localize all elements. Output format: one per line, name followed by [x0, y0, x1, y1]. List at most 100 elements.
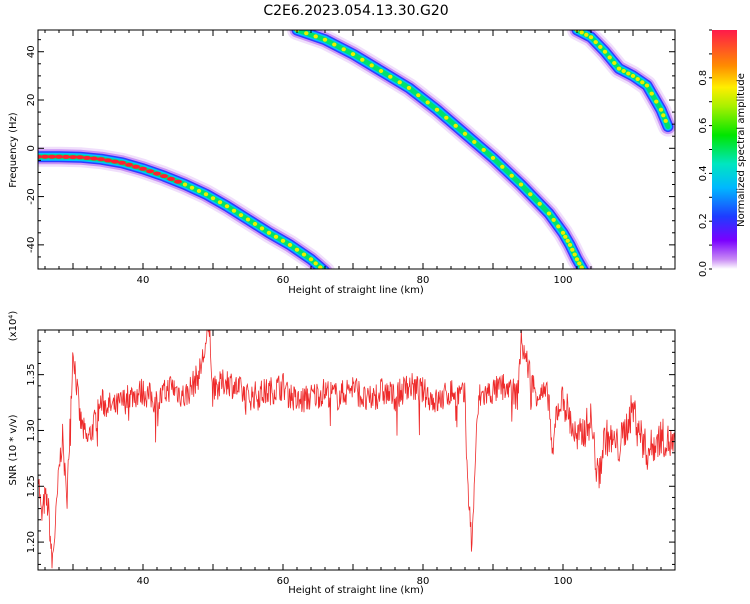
spectrogram-axes: 40 60 80 100 40 20 0 -20 -40 — [26, 30, 676, 286]
ridge-peak — [406, 85, 412, 90]
ridge-peak — [556, 224, 561, 229]
ridge-peak — [69, 155, 77, 160]
ridge-peak — [644, 83, 650, 88]
ridge-peak — [551, 217, 556, 222]
ridge-peak — [104, 158, 112, 163]
ridge-peak — [294, 247, 300, 252]
ridge-band-1 — [289, 30, 592, 269]
snr-panel: 40 60 80 100 1.20 1.25 1.30 1.35 Height of stra… — [8, 311, 676, 596]
y-tick-label: 1.35 — [26, 364, 37, 386]
ridge-peak — [490, 155, 496, 160]
colorbar-tick-label: 0.4 — [698, 165, 709, 181]
ridge-peak — [572, 252, 577, 257]
ridge-peak — [62, 154, 70, 159]
ridge-peak — [661, 113, 666, 118]
ridge-peak — [616, 66, 622, 71]
colorbar-tick-label: 0.0 — [698, 261, 709, 277]
ridge-peak — [444, 115, 449, 120]
ridge-peak — [570, 247, 575, 252]
spectrogram-ylabel: Frequency (Hz) — [8, 112, 19, 188]
ridge-peak — [388, 74, 393, 79]
ridge-peak — [584, 32, 589, 37]
ridge-peak — [598, 44, 603, 49]
ridge-peak — [640, 80, 645, 85]
ridge-peak — [273, 234, 279, 239]
ridge-peak — [231, 208, 237, 213]
colorbar-label: Normalized spectral amplitude — [736, 73, 747, 227]
ridge-peak — [546, 211, 552, 216]
snr-frame — [37, 329, 676, 571]
ridge-peak — [360, 57, 365, 62]
ridge-peak — [341, 47, 346, 52]
y-tick-label: 1.20 — [26, 531, 37, 553]
ridge-peak — [90, 156, 98, 161]
ridge-peak — [97, 157, 105, 162]
y-tick-label: 1.30 — [26, 419, 37, 441]
ridge-peak — [132, 164, 140, 169]
ridge-peak — [189, 185, 195, 190]
ridge-peak — [462, 131, 468, 136]
x-tick-label: 60 — [277, 576, 290, 587]
spectrogram-panel: 40 60 80 100 40 20 0 -20 -40 Height of straight … — [8, 29, 676, 296]
ridge-peak — [125, 162, 133, 167]
y-tick-label: 20 — [26, 94, 37, 107]
y-tick-label: -20 — [26, 188, 37, 204]
ridge-peak — [332, 42, 337, 47]
spectrogram-frame — [37, 29, 676, 270]
x-tick-label: 100 — [553, 576, 572, 587]
x-tick-label: 40 — [137, 576, 150, 587]
snr-axes: 40 60 80 100 1.20 1.25 1.30 1.35 — [26, 329, 676, 587]
ridge-peak — [593, 40, 598, 45]
ridge-peak — [350, 52, 356, 57]
figure-title: C2E6.2023.054.13.30.G20 — [263, 3, 448, 19]
colorbar-gradient — [712, 30, 737, 269]
ridge-peak — [378, 69, 384, 73]
ridge-peak — [397, 80, 402, 85]
ridge-peak — [153, 171, 161, 176]
ridge-peak — [425, 100, 430, 105]
ridge-peak — [259, 226, 265, 231]
ridge-peak — [83, 155, 91, 160]
ridge-peak — [588, 35, 594, 40]
ridge-peak — [626, 71, 631, 76]
ridge-peak — [500, 164, 505, 169]
ridge-band-2 — [574, 30, 671, 130]
ridge-peak — [649, 91, 654, 96]
ridge-peak — [203, 192, 209, 197]
ridge-peak — [509, 173, 514, 178]
ridge-peak — [76, 155, 84, 160]
ridge-peak — [304, 31, 309, 36]
ridge-peak — [167, 176, 175, 181]
ridge-peak — [287, 242, 293, 247]
ridge-peak — [635, 77, 640, 82]
ridge-band-1 — [293, 30, 588, 269]
ridge-peak — [238, 213, 244, 218]
ridge-peak — [301, 252, 307, 257]
ridge-peak — [434, 107, 440, 112]
ridge-peak — [210, 196, 216, 201]
colorbar-ticks: 0.0 0.2 0.4 0.6 0.8 — [698, 29, 712, 277]
ridge-band-0 — [38, 146, 335, 269]
ridge-peak — [252, 221, 258, 226]
ridge-peak — [118, 160, 126, 165]
x-tick-label: 100 — [553, 275, 572, 286]
ridge-peak — [658, 107, 664, 112]
snr-xlabel: Height of straight line (km) — [288, 585, 424, 596]
snr-series-line — [38, 330, 675, 569]
ridge-peak — [308, 257, 314, 262]
ridge-peak — [472, 139, 477, 144]
ridge-peak — [139, 166, 147, 171]
x-tick-label: 60 — [277, 275, 290, 286]
ridge-peak — [196, 188, 202, 193]
ridge-peak — [55, 154, 63, 159]
x-tick-label: 80 — [417, 275, 430, 286]
snr-ylabel: SNR (10 * v/v) — [8, 414, 19, 485]
ridge-peak — [224, 204, 230, 209]
ridge-peak — [607, 55, 612, 60]
ridge-peak — [369, 63, 374, 68]
ridge-peak — [577, 261, 582, 266]
ridge-peak — [560, 230, 566, 235]
colorbar-tick-label: 0.8 — [698, 70, 709, 86]
ridge-peak — [567, 242, 573, 247]
